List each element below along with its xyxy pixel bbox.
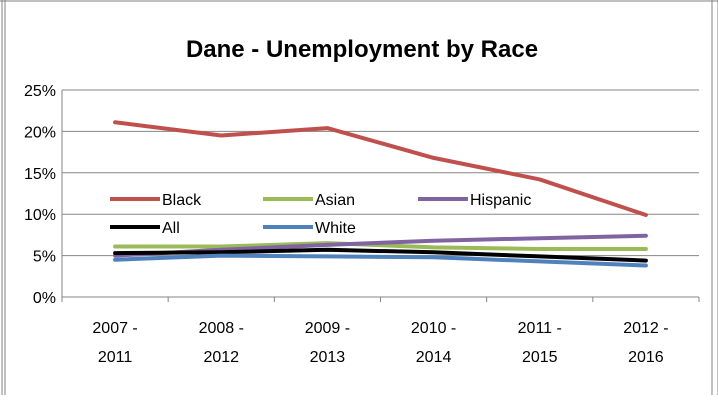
legend-label-white: White xyxy=(315,220,356,237)
chart-title: Dane - Unemployment by Race xyxy=(186,36,538,63)
series-line-asian xyxy=(113,241,648,251)
legend-label-black: Black xyxy=(162,192,202,209)
gridlines xyxy=(62,89,699,298)
y-tick-label: 15% xyxy=(24,166,56,183)
x-axis: 2007 -2011 2008 -2012 2009 -2013 2010 -2014… xyxy=(61,297,700,366)
y-tick-label: 0% xyxy=(33,290,56,307)
x-tick-label: 2007 -2011 xyxy=(92,320,137,366)
y-tick-label: 25% xyxy=(24,83,56,100)
series-line-white xyxy=(113,253,648,268)
x-tick-label: 2010 -2014 xyxy=(411,320,456,366)
x-tick-label: 2009 -2013 xyxy=(305,320,350,366)
y-tick-label: 10% xyxy=(24,207,56,224)
x-tick-label: 2011 -2015 xyxy=(518,320,562,366)
legend: Black Asian Hispanic All White xyxy=(110,192,531,237)
legend-label-all: All xyxy=(162,220,180,237)
y-axis: 0% 5% 10% 15% 20% 25% xyxy=(24,83,63,307)
y-tick-label: 20% xyxy=(24,124,56,141)
x-tick-label: 2012 -2016 xyxy=(623,320,668,366)
legend-label-asian: Asian xyxy=(315,192,355,209)
legend-label-hispanic: Hispanic xyxy=(470,192,531,209)
y-tick-label: 5% xyxy=(33,249,56,266)
series-line-black xyxy=(113,120,648,218)
series-line-all xyxy=(113,247,648,263)
series-lines xyxy=(113,120,648,268)
x-tick-label: 2008 -2012 xyxy=(199,320,244,366)
